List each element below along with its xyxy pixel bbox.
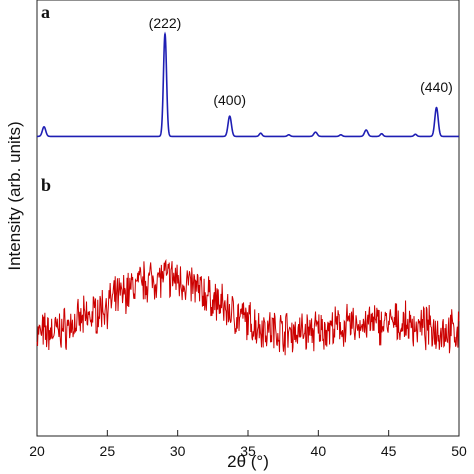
- x-tick-label: 40: [311, 443, 327, 459]
- panel-a-series-line: [37, 31, 459, 138]
- x-tick-label: 45: [381, 443, 397, 459]
- peak-label: (440): [420, 79, 453, 95]
- y-axis-label: Intensity (arb. units): [5, 121, 24, 270]
- x-axis-label: 2θ (°): [227, 452, 269, 471]
- plot-frame: [36, 0, 460, 437]
- x-tick-label: 20: [29, 443, 45, 459]
- peak-label: (222): [149, 15, 182, 31]
- peak-annotations: (222) (400) (440): [149, 15, 453, 108]
- x-tick-label: 25: [100, 443, 116, 459]
- panel-b-pattern: [36, 258, 460, 356]
- panel-a-pattern: [37, 31, 459, 138]
- peak-label: (400): [213, 92, 246, 108]
- panel-a-letter: a: [41, 2, 50, 22]
- x-tick-label: 35: [240, 443, 256, 459]
- panel-b-letter: b: [41, 175, 51, 195]
- x-tick-label: 50: [451, 443, 467, 459]
- panel-b-series-line: [36, 258, 460, 356]
- x-axis: 20 25 30 35 40 45 50: [29, 430, 467, 459]
- x-tick-label: 30: [170, 443, 186, 459]
